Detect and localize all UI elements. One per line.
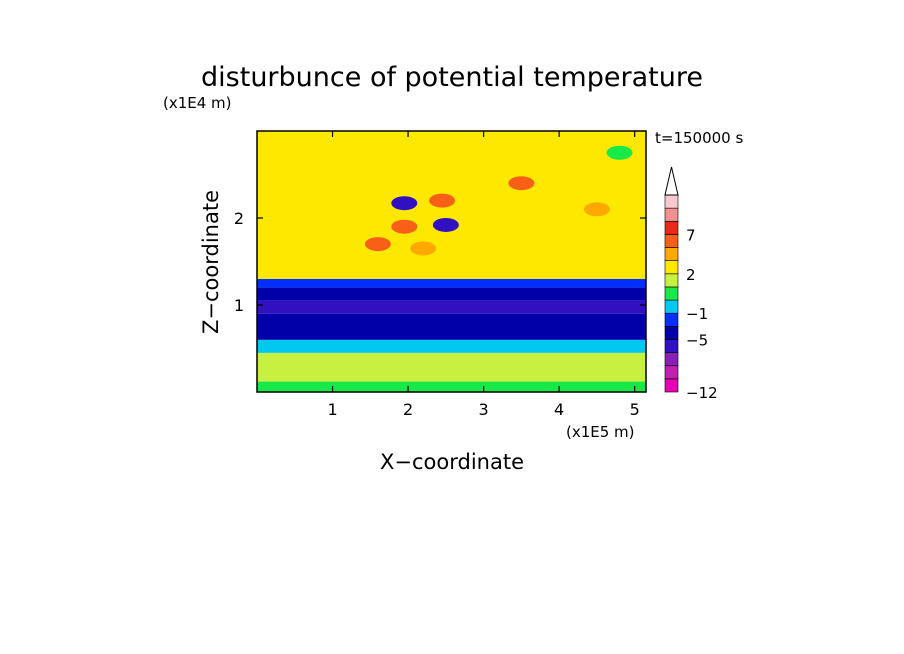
field-bands: [257, 131, 646, 392]
x-axis-label: X−coordinate: [380, 450, 524, 474]
plot-frame: [256, 130, 647, 393]
y-unit-label: (x1E4 m): [163, 94, 232, 112]
field-feature: [391, 219, 418, 234]
colorbar: −12−5−127: [664, 166, 718, 402]
field-band: [257, 313, 646, 340]
field-feature: [508, 176, 535, 191]
field-feature: [410, 241, 437, 256]
chart-title: disturbunce of potential temperature: [201, 62, 703, 93]
y-axis: 12: [234, 209, 646, 315]
plot-area: [257, 131, 646, 392]
field-features: [364, 145, 633, 256]
x-tick-label: 4: [554, 400, 564, 419]
field-band: [257, 381, 646, 392]
colorbar-tick-label: 7: [686, 226, 696, 244]
colorbar-swatch: [664, 339, 679, 353]
field-band: [257, 352, 646, 382]
colorbar-swatch: [664, 260, 679, 275]
field-band: [257, 287, 646, 301]
x-unit-label: (x1E5 m): [566, 423, 635, 441]
colorbar-swatch: [664, 299, 679, 314]
x-tick-label: 2: [403, 400, 413, 419]
colorbar-swatch: [664, 312, 679, 327]
colorbar-swatch: [664, 207, 679, 222]
field-feature: [432, 217, 459, 232]
time-label: t=150000 s: [655, 129, 743, 147]
colorbar-swatch: [664, 352, 679, 367]
colorbar-swatch: [664, 194, 679, 209]
colorbar-swatch: [664, 220, 679, 235]
colorbar-tick-label: −5: [686, 331, 708, 349]
colorbar-swatch: [664, 378, 679, 393]
field-feature: [606, 145, 633, 160]
x-axis: 1 2 3 4 5: [327, 131, 640, 419]
colorbar-swatch: [664, 326, 679, 340]
y-axis-label: Z−coordinate: [199, 190, 223, 334]
x-tick-label: 1: [327, 400, 337, 419]
colorbar-tick-label: −12: [686, 384, 718, 402]
colorbar-swatch: [664, 365, 679, 380]
y-tick-label: 2: [234, 209, 244, 228]
colorbar-swatch: [664, 234, 679, 248]
colorbar-swatch: [664, 286, 679, 301]
colorbar-swatch: [664, 273, 679, 288]
field-feature: [583, 202, 610, 217]
field-feature: [429, 193, 456, 208]
colorbar-extend-arrow: [664, 166, 679, 196]
field-feature: [391, 196, 418, 211]
x-tick-label: 5: [630, 400, 640, 419]
colorbar-tick-label: 2: [686, 266, 696, 284]
field-band: [257, 300, 646, 314]
field-band: [257, 278, 646, 288]
x-tick-label: 3: [479, 400, 489, 419]
field-feature: [364, 237, 391, 252]
field-band: [257, 339, 646, 353]
y-tick-label: 1: [234, 296, 244, 315]
colorbar-swatch: [664, 247, 679, 261]
colorbar-tick-label: −1: [686, 305, 708, 323]
